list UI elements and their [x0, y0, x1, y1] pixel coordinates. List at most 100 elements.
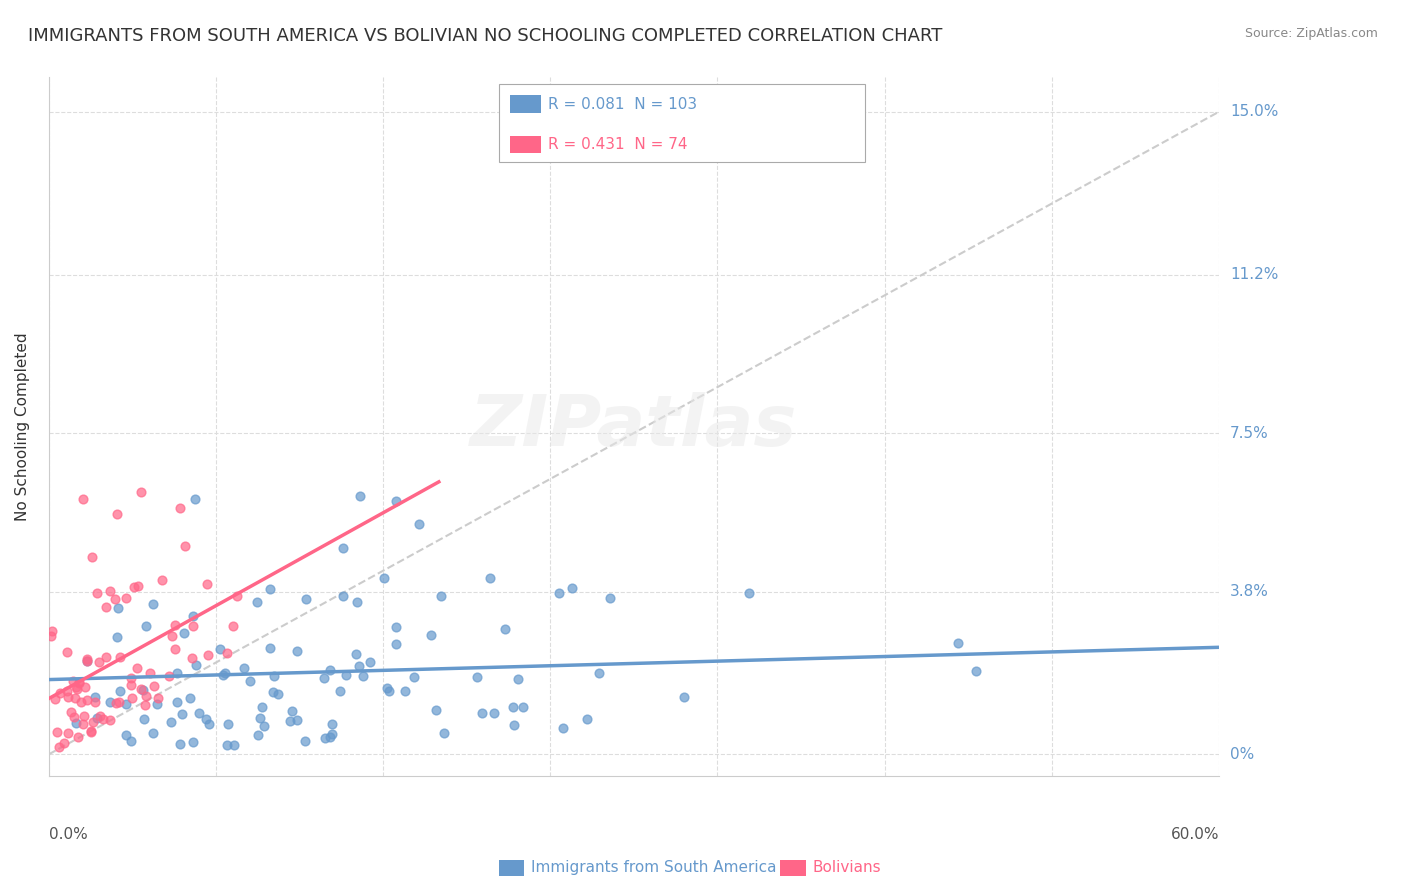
Point [239, 673, 262, 688]
Point [62, 673, 84, 688]
Point [314, 671, 336, 685]
Point [55, 684, 77, 698]
Point [384, 494, 406, 508]
Point [198, 717, 221, 731]
Point [108, 684, 131, 698]
Text: R = 0.431  N = 74: R = 0.431 N = 74 [548, 137, 688, 152]
Point [122, 581, 145, 595]
Text: 0.0%: 0.0% [49, 827, 87, 842]
Point [98, 583, 121, 598]
Point [226, 589, 249, 603]
Point [56, 644, 79, 658]
Point [402, 670, 425, 684]
Point [160, 715, 183, 730]
Point [430, 589, 453, 603]
Text: 11.2%: 11.2% [1230, 267, 1278, 282]
Point [65, 691, 87, 706]
Point [419, 628, 441, 642]
Point [142, 598, 165, 612]
Point [94, 599, 117, 614]
Point [197, 648, 219, 663]
Point [195, 576, 218, 591]
Point [56, 726, 79, 740]
Point [314, 731, 336, 745]
Point [120, 671, 142, 685]
Point [105, 631, 128, 645]
Point [160, 629, 183, 643]
Point [86, 586, 108, 600]
Point [344, 647, 367, 661]
Point [169, 501, 191, 516]
Y-axis label: No Schooling Completed: No Schooling Completed [15, 333, 30, 521]
Point [349, 489, 371, 503]
Text: Immigrants from South America: Immigrants from South America [531, 861, 778, 875]
Point [39, 629, 62, 643]
Point [181, 609, 204, 624]
Point [52, 736, 75, 750]
Point [169, 737, 191, 751]
Point [134, 698, 156, 712]
Point [86, 710, 108, 724]
Point [48, 740, 70, 755]
Point [433, 726, 456, 740]
Point [503, 718, 526, 732]
Point [114, 591, 136, 606]
Point [145, 697, 167, 711]
Point [359, 655, 381, 669]
Point [576, 712, 599, 726]
Point [349, 659, 371, 673]
Point [165, 642, 187, 657]
Text: Bolivians: Bolivians [813, 861, 882, 875]
Point [125, 661, 148, 675]
Point [96, 650, 118, 665]
Point [194, 712, 217, 726]
Point [384, 620, 406, 634]
Point [157, 669, 180, 683]
Point [222, 619, 245, 633]
Point [114, 697, 136, 711]
Text: 3.8%: 3.8% [1230, 584, 1270, 599]
Point [408, 516, 430, 531]
Point [259, 641, 281, 656]
Point [142, 725, 165, 739]
Point [187, 706, 209, 721]
Point [465, 670, 488, 684]
Point [73, 681, 96, 695]
Point [184, 491, 207, 506]
Point [84, 695, 107, 709]
Point [502, 699, 524, 714]
Point [506, 673, 529, 687]
Point [512, 699, 534, 714]
Point [352, 669, 374, 683]
Point [319, 664, 342, 678]
Point [329, 684, 352, 698]
Point [173, 626, 195, 640]
Text: ZIPatlas: ZIPatlas [470, 392, 797, 461]
Point [215, 738, 238, 752]
Point [41, 624, 63, 638]
Point [249, 711, 271, 725]
Point [65, 716, 87, 731]
Point [673, 690, 696, 704]
Point [89, 709, 111, 723]
Point [373, 571, 395, 585]
Point [259, 582, 281, 597]
Point [278, 714, 301, 728]
Point [214, 665, 236, 680]
Point [79, 723, 101, 738]
Point [166, 695, 188, 709]
Point [98, 695, 121, 709]
Point [83, 690, 105, 704]
Point [72, 709, 94, 723]
Point [110, 650, 132, 665]
Point [212, 668, 235, 682]
Point [321, 716, 343, 731]
Point [294, 734, 316, 748]
Point [62, 710, 84, 724]
Point [170, 706, 193, 721]
Text: 15.0%: 15.0% [1230, 104, 1278, 120]
Point [250, 700, 273, 714]
Point [67, 676, 90, 690]
Point [44, 692, 66, 706]
Point [120, 678, 142, 692]
